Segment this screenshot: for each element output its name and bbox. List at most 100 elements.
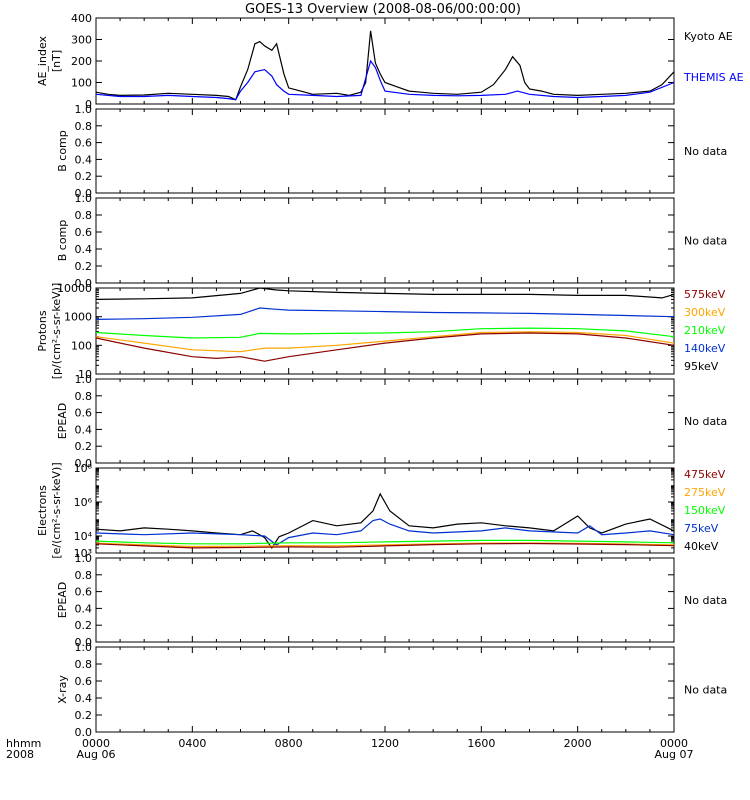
y-tick-label: 1.0 [75,641,93,654]
y-axis-title: B comp [56,220,69,262]
y-tick-label: 10 [78,368,92,381]
time-ticks [95,647,675,732]
legend-entry: 475keV [684,468,726,481]
legend: No data [684,594,727,607]
time-date-label: Aug 06 [77,748,116,761]
y-tick-label: 0.8 [75,390,93,403]
y-axis: 10³ 10⁴ 10⁶ 10⁸ [74,462,674,560]
y-axis-title: EPEAD [56,582,69,619]
time-row-label: hhmm [6,737,41,750]
y-tick-label: 1000 [64,311,92,324]
y-tick-label: 0.8 [75,569,93,582]
y-tick-label: 0.6 [75,407,93,420]
y-axis-title: [p/(cm²-s-sr-keV)] [50,283,63,380]
legend-entry: 95keV [684,360,719,373]
y-tick-label: 0.0 [75,457,93,470]
y-axis: 0.0 0.2 0.4 0.6 0.8 1.0 [75,192,674,290]
y-tick-label: 1.0 [75,192,93,205]
y-tick-label: 0.0 [75,187,93,200]
y-tick-label: 0.6 [75,586,93,599]
panel-2: 0.0 0.2 0.4 0.6 0.8 1.0 B comp No data [56,103,727,200]
legend: 475keV 275keV 150keV 75keV 40keV [684,468,726,553]
y-axis-title: EPEAD [56,403,69,440]
y-tick-label: 10⁶ [74,496,93,509]
y-tick-label: 0.6 [75,226,93,239]
time-tick-label: 0800 [275,737,303,750]
time-ticks [95,468,675,553]
no-data-label: No data [684,415,727,428]
time-date-label: Aug 07 [655,748,694,761]
series-95kev [95,287,675,300]
y-axis: 0.0 0.2 0.4 0.6 0.8 1.0 [75,552,674,649]
legend-entry: 575keV [684,288,726,301]
y-axis-title: AE_index [36,35,49,86]
y-tick-label: 0.6 [75,675,93,688]
y-tick-label: 300 [71,34,92,47]
series-40kev [95,492,675,549]
time-row-label: 2008 [6,748,34,761]
y-tick-label: 0.4 [75,153,93,166]
y-axis: 0.0 0.2 0.4 0.6 0.8 1.0 [75,103,674,200]
y-tick-label: 0.2 [75,440,93,453]
legend: No data [684,415,727,428]
series-275kev [95,542,675,548]
time-tick-label: 0000 [660,737,688,750]
y-tick-label: 1.0 [75,373,93,386]
legend: No data [684,235,727,248]
legend-entry: 300keV [684,306,726,319]
y-axis-title: Electrons [36,485,49,536]
y-tick-label: 0 [85,98,92,111]
y-tick-label: 10³ [74,547,92,560]
time-tick-label: 1200 [371,737,399,750]
legend-entry: 140keV [684,342,726,355]
y-axis: 10 100 1000 10000 [57,282,674,381]
panel-5: 0.0 0.2 0.4 0.6 0.8 1.0 EPEAD No data [56,373,727,470]
y-tick-label: 0.2 [75,260,93,273]
legend: No data [684,684,727,697]
y-axis-title: X-ray [56,675,69,704]
y-tick-label: 0.8 [75,658,93,671]
no-data-label: No data [684,594,727,607]
y-tick-label: 0.4 [75,692,93,705]
y-axis: 0 100 200 300 400 [71,12,674,111]
time-ticks [95,288,675,374]
series-150kev [95,539,675,545]
time-tick-label: 1600 [467,737,495,750]
series-575kev [95,332,675,362]
y-tick-label: 0.4 [75,423,93,436]
no-data-label: No data [684,235,727,248]
panel-4: 10 100 1000 10000 Protons [p/(cm²-s-sr-keV)] 5… [36,282,726,381]
series-kyoto-ae [95,30,675,101]
panel-frame [95,378,675,464]
no-data-label: No data [684,684,727,697]
y-tick-label: 0.6 [75,137,93,150]
y-tick-label: 0.8 [75,120,93,133]
y-tick-label: 10000 [57,282,92,295]
y-tick-label: 0.4 [75,243,93,256]
time-tick-label: 0400 [178,737,206,750]
panel-frame [95,197,675,284]
y-tick-label: 0.4 [75,602,93,615]
y-tick-label: 0.2 [75,619,93,632]
panel-frame [95,646,675,733]
time-ticks [95,18,675,104]
panel-6: 10³ 10⁴ 10⁶ 10⁸ Electrons [e/(cm²-s-sr-keV)] 4… [36,462,726,560]
no-data-label: No data [684,145,727,158]
y-tick-label: 100 [71,77,92,90]
y-tick-label: 0.2 [75,170,93,183]
series-210kev [95,327,675,339]
y-tick-label: 0.2 [75,709,93,722]
y-tick-label: 10⁴ [74,530,93,543]
panel-3: 0.0 0.2 0.4 0.6 0.8 1.0 B comp No data [56,192,727,290]
y-tick-label: 100 [71,339,92,352]
y-tick-label: 1.0 [75,103,93,116]
legend-entry: 40keV [684,540,719,553]
y-axis: 0.0 0.2 0.4 0.6 0.8 1.0 [75,373,674,470]
legend-entry: 275keV [684,486,726,499]
legend-entry: 150keV [684,504,726,517]
y-tick-label: 10⁸ [74,462,93,475]
y-axis-title: [nT] [50,50,63,72]
series-themis-ae [95,59,675,101]
time-tick-label: 0000 [82,737,110,750]
legend-entry: 75keV [684,522,719,535]
